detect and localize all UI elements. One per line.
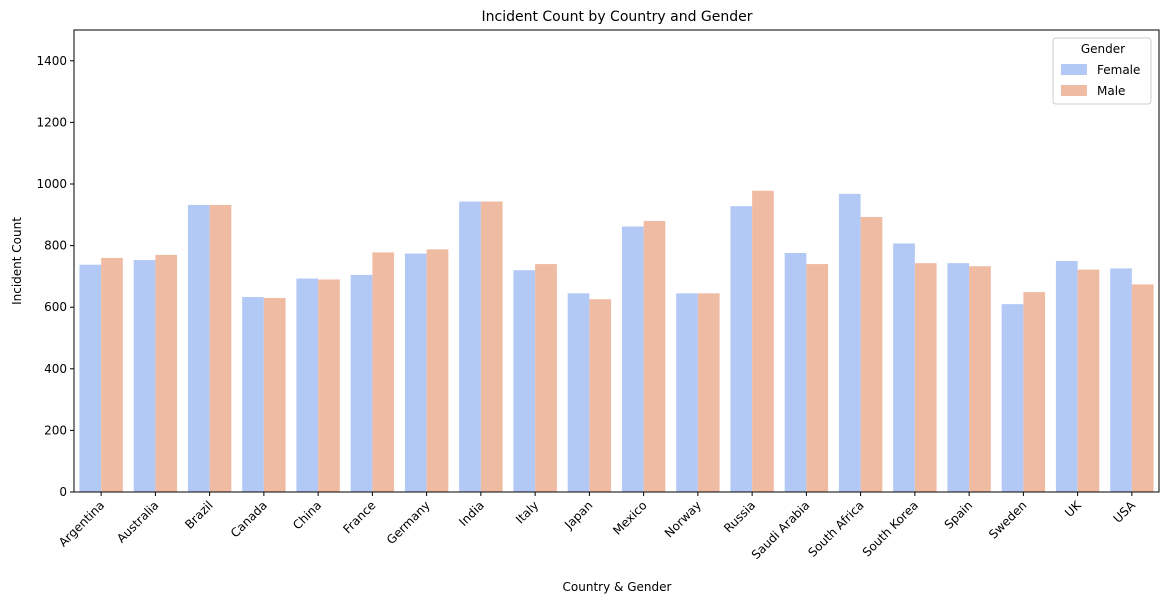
bar-uk-male bbox=[1077, 269, 1100, 492]
bar-norway-female bbox=[676, 293, 698, 492]
bar-sweden-male bbox=[1023, 292, 1046, 492]
plot-frame bbox=[73, 29, 1160, 493]
x-tick-label: South Korea bbox=[860, 498, 921, 559]
y-tick-label: 400 bbox=[44, 362, 67, 376]
plot-area bbox=[73, 29, 1160, 493]
x-tick-label: Sweden bbox=[986, 498, 1029, 541]
y-tick-label: 1200 bbox=[36, 115, 67, 129]
bar-sweden-female bbox=[1001, 304, 1024, 492]
x-tick-label: Argentina bbox=[56, 498, 107, 549]
x-tick-label: Canada bbox=[228, 498, 270, 540]
x-tick-label: Russia bbox=[721, 498, 758, 535]
legend: Gender Female Male bbox=[1052, 37, 1152, 105]
bar-south-korea-male bbox=[914, 263, 937, 492]
bar-germany-male bbox=[426, 249, 449, 492]
bar-canada-female bbox=[242, 297, 264, 492]
x-tick-label: France bbox=[340, 498, 378, 536]
x-tick-label: Brazil bbox=[182, 498, 216, 532]
y-tick-label: 0 bbox=[59, 485, 67, 499]
bar-germany-female bbox=[404, 253, 427, 492]
y-tick-label: 1000 bbox=[36, 177, 67, 191]
bar-uk-female bbox=[1055, 261, 1078, 492]
bar-japan-female bbox=[567, 293, 590, 492]
legend-label-male: Male bbox=[1097, 84, 1125, 98]
bar-mexico-male bbox=[643, 220, 666, 492]
bar-brazil-female bbox=[187, 204, 210, 492]
x-tick-label: Spain bbox=[942, 498, 976, 532]
x-tick-label: Germany bbox=[384, 498, 433, 547]
bar-italy-female bbox=[513, 270, 536, 492]
y-axis-label: Incident Count bbox=[10, 217, 24, 305]
x-tick-label: Italy bbox=[513, 498, 541, 526]
legend-label-female: Female bbox=[1097, 63, 1140, 77]
y-tick-label: 600 bbox=[44, 300, 67, 314]
bar-spain-female bbox=[947, 263, 970, 492]
bar-china-female bbox=[296, 278, 319, 492]
x-tick-label: Mexico bbox=[610, 498, 650, 538]
bar-russia-female bbox=[730, 206, 753, 492]
bar-south-africa-male bbox=[860, 216, 883, 492]
bar-canada-male bbox=[263, 297, 286, 492]
y-tick-label: 1400 bbox=[36, 54, 67, 68]
bar-france-male bbox=[372, 252, 395, 492]
bars-group bbox=[79, 190, 1154, 493]
legend-title: Gender bbox=[1081, 42, 1125, 56]
bar-argentina-female bbox=[79, 264, 102, 492]
bar-australia-male bbox=[155, 254, 178, 492]
bar-france-female bbox=[350, 274, 373, 492]
legend-swatch-female bbox=[1061, 64, 1087, 75]
bar-usa-male bbox=[1131, 284, 1154, 492]
chart-title: Incident Count by Country and Gender bbox=[482, 9, 753, 25]
bar-south-korea-female bbox=[893, 243, 915, 492]
bar-usa-female bbox=[1110, 268, 1132, 492]
x-tick-label: China bbox=[290, 498, 324, 532]
x-axis-ticks: Argentina Australia Brazil Canada China Franc… bbox=[56, 492, 1139, 562]
bar-spain-male bbox=[969, 266, 991, 492]
bar-saudi-arabia-female bbox=[784, 252, 807, 492]
bar-russia-male bbox=[752, 190, 774, 492]
y-tick-label: 200 bbox=[44, 423, 67, 437]
x-tick-label: Norway bbox=[662, 498, 704, 540]
bar-australia-female bbox=[133, 260, 156, 492]
y-tick-label: 800 bbox=[44, 239, 67, 253]
bar-india-female bbox=[459, 201, 481, 492]
x-tick-label: USA bbox=[1111, 498, 1139, 526]
x-tick-label: Saudi Arabia bbox=[749, 498, 813, 562]
x-tick-label: India bbox=[456, 498, 487, 529]
bar-china-male bbox=[318, 279, 340, 492]
bar-saudi-arabia-male bbox=[806, 264, 829, 492]
bar-italy-male bbox=[535, 264, 557, 492]
bar-south-africa-female bbox=[838, 193, 861, 493]
y-axis-ticks: 0 200 400 600 800 1000 1200 1400 bbox=[36, 54, 74, 499]
bar-brazil-male bbox=[209, 204, 232, 492]
x-axis-label: Country & Gender bbox=[563, 580, 672, 594]
x-tick-label: South Africa bbox=[805, 498, 866, 559]
x-tick-label: Japan bbox=[561, 498, 595, 532]
bar-argentina-male bbox=[101, 257, 123, 492]
bar-mexico-female bbox=[621, 226, 644, 492]
x-tick-label: UK bbox=[1062, 497, 1084, 519]
bar-japan-male bbox=[589, 299, 612, 492]
bar-norway-male bbox=[697, 293, 720, 492]
bar-india-male bbox=[480, 201, 503, 492]
legend-swatch-male bbox=[1061, 85, 1087, 96]
x-tick-label: Australia bbox=[114, 498, 161, 545]
